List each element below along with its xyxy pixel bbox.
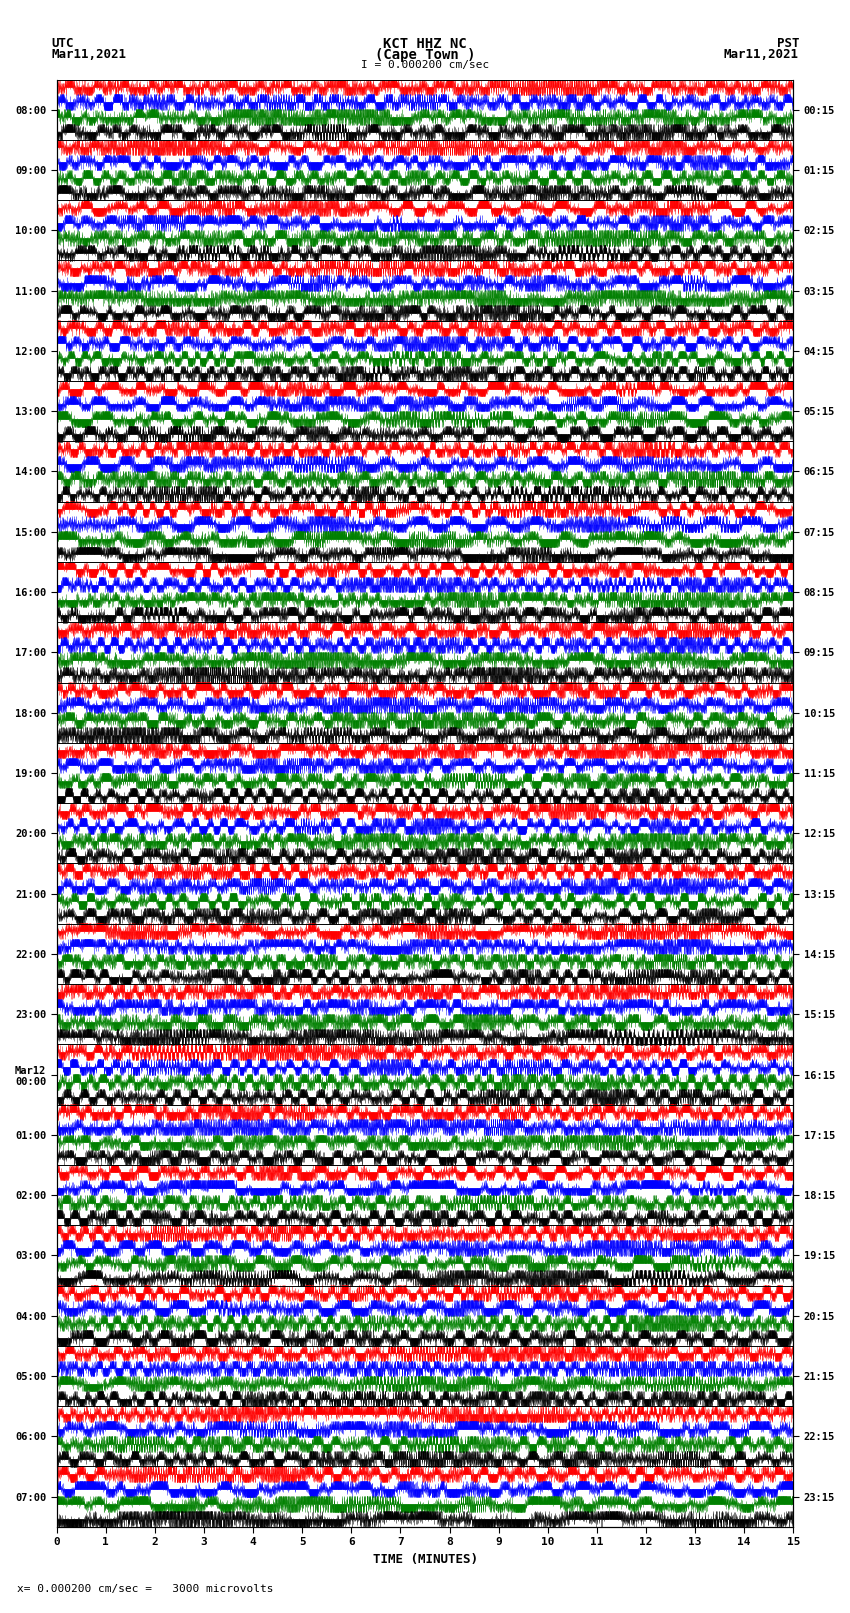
Text: Mar11,2021: Mar11,2021 [724,48,799,61]
Text: UTC: UTC [51,37,73,50]
Text: I = 0.000200 cm/sec: I = 0.000200 cm/sec [361,60,489,69]
Text: x= 0.000200 cm/sec =   3000 microvolts: x= 0.000200 cm/sec = 3000 microvolts [17,1584,274,1594]
X-axis label: TIME (MINUTES): TIME (MINUTES) [372,1553,478,1566]
Text: (Cape Town ): (Cape Town ) [375,48,475,63]
Text: KCT HHZ NC: KCT HHZ NC [383,37,467,52]
Text: Mar11,2021: Mar11,2021 [51,48,126,61]
Text: PST: PST [777,37,799,50]
